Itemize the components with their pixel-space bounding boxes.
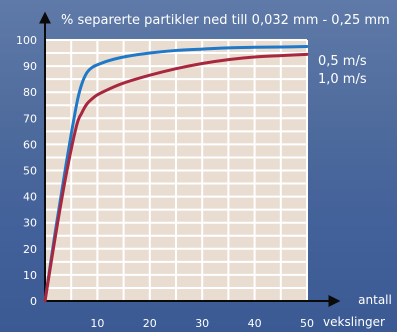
y-tick-label: 60 <box>23 138 37 151</box>
y-tick-label: 10 <box>23 269 37 282</box>
series-line-1 <box>43 52 309 303</box>
y-tick-labels: 0 10 20 30 40 50 60 70 80 90 100 <box>16 34 37 308</box>
y-tick-label: 90 <box>23 60 37 73</box>
y-tick-label: 100 <box>16 34 37 47</box>
x-tick-label: 10 <box>90 317 104 330</box>
x-tick-label: 20 <box>143 317 157 330</box>
x-axis-label-line2: vekslinger <box>323 315 385 329</box>
legend-label-series-0: 0,5 m/s <box>318 54 367 69</box>
series-line-0 <box>43 45 309 303</box>
legend: 0,5 m/s 1,0 m/s <box>318 54 367 87</box>
y-tick-label: 50 <box>23 165 37 178</box>
x-axis-label-line1: antall <box>358 293 392 307</box>
y-tick-label: 20 <box>23 243 37 256</box>
y-axis-label: % separerte partikler ned till 0,032 mm … <box>61 13 390 28</box>
y-tick-label: 70 <box>23 112 37 125</box>
y-tick-label: 40 <box>23 191 37 204</box>
series-lines <box>43 45 309 303</box>
legend-label-series-1: 1,0 m/s <box>318 72 367 87</box>
y-tick-label: 80 <box>23 86 37 99</box>
x-tick-label: 50 <box>300 317 314 330</box>
x-tick-label: 40 <box>248 317 262 330</box>
axes <box>39 11 341 307</box>
y-tick-label: 0 <box>30 295 37 308</box>
x-tick-labels: 10 20 30 40 50 <box>90 317 314 330</box>
x-tick-label: 30 <box>195 317 209 330</box>
y-tick-label: 30 <box>23 217 37 230</box>
